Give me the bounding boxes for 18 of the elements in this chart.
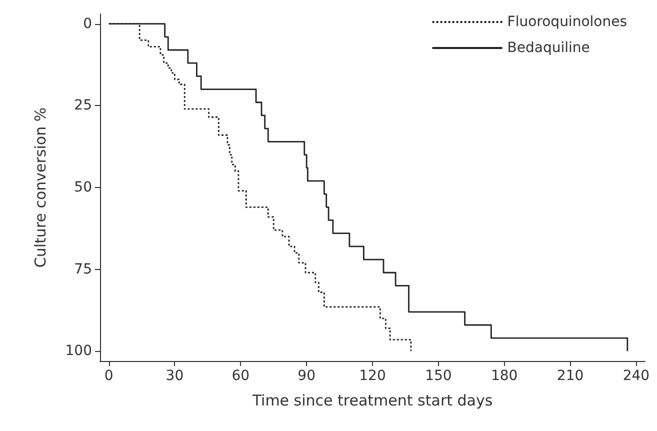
x-tick-label: 210: [556, 368, 584, 384]
y-tick-label: 25: [74, 98, 92, 114]
x-tick-label: 180: [490, 368, 518, 384]
x-axis-title: Time since treatment start days: [251, 392, 493, 410]
y-tick-label: 100: [65, 343, 92, 360]
legend-label: Fluoroquinolones: [507, 14, 627, 30]
x-tick-label: 60: [232, 368, 250, 384]
x-tick-label: 90: [298, 368, 316, 384]
x-tick-label: 0: [104, 368, 114, 384]
y-tick-label: 50: [74, 180, 92, 196]
y-tick-label: 0: [83, 16, 92, 32]
y-axis-title: Culture conversion %: [32, 107, 50, 268]
x-tick-label: 240: [622, 368, 650, 384]
x-tick-label: 150: [425, 368, 452, 384]
y-tick-label: 75: [74, 261, 92, 278]
legend-label: Bedaquiline: [507, 40, 590, 56]
x-tick-label: 30: [166, 368, 184, 384]
x-tick-label: 120: [359, 368, 386, 384]
